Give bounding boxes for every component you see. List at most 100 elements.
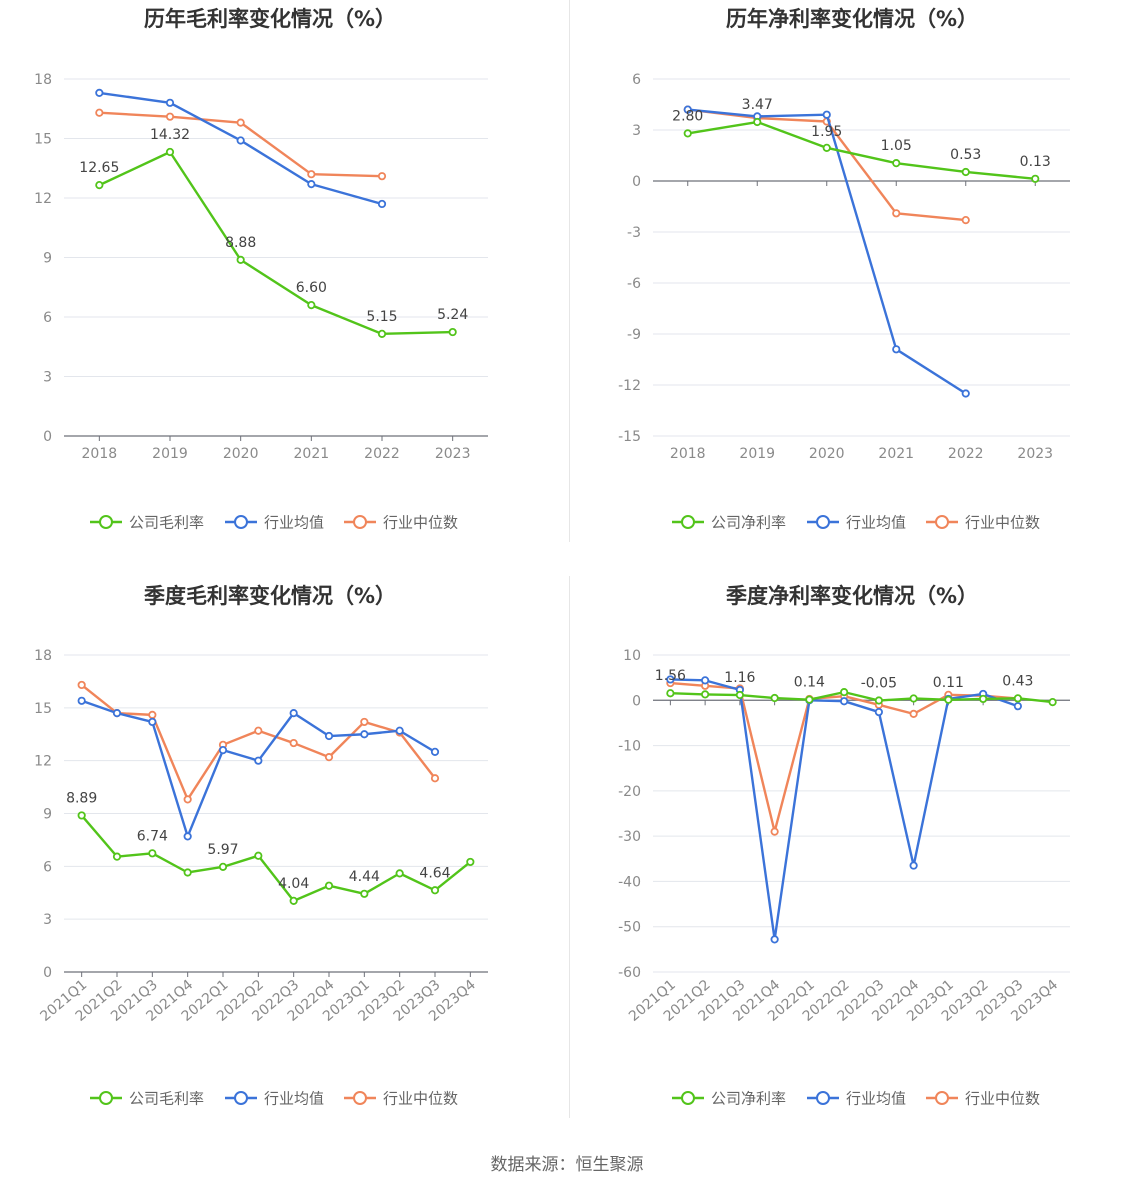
legend-item-company[interactable]: 公司毛利率 bbox=[90, 1090, 204, 1108]
data-point-company bbox=[979, 694, 988, 704]
data-point-industry-avg bbox=[1013, 702, 1022, 711]
y-tick-label: 3 bbox=[632, 123, 641, 139]
data-point-industry-avg bbox=[683, 105, 692, 114]
data-label: 12.65 bbox=[79, 160, 119, 176]
data-point-company bbox=[430, 886, 440, 895]
series-line-industry-avg bbox=[670, 678, 1019, 941]
legend-item-industry-median[interactable]: 行业中位数 bbox=[344, 1090, 458, 1108]
legend-item-industry-median[interactable]: 行业中位数 bbox=[926, 514, 1040, 532]
data-point-industry-median bbox=[183, 795, 192, 804]
data-point-industry-avg bbox=[77, 696, 86, 705]
circle-line-icon bbox=[816, 1091, 830, 1105]
legend-item-industry-avg[interactable]: 行业均值 bbox=[807, 514, 906, 532]
data-label: 5.24 bbox=[437, 307, 468, 323]
x-tick-label: 2021 bbox=[878, 446, 914, 462]
data-point-company bbox=[218, 862, 228, 871]
legend-item-industry-avg[interactable]: 行业均值 bbox=[225, 514, 324, 532]
y-tick-label: -50 bbox=[618, 920, 641, 936]
y-tick-label: 9 bbox=[43, 251, 52, 267]
legend-item-company[interactable]: 公司毛利率 bbox=[90, 514, 204, 532]
x-tick-label: 2020 bbox=[809, 446, 845, 462]
data-point-company bbox=[753, 117, 762, 127]
series-line-industry-avg bbox=[687, 108, 967, 395]
data-point-company bbox=[183, 868, 192, 877]
data-point-industry-median bbox=[909, 709, 918, 718]
y-tick-label: 15 bbox=[34, 701, 52, 717]
data-point-industry-avg bbox=[324, 731, 334, 741]
data-point-company bbox=[360, 889, 369, 898]
data-point-industry-avg bbox=[236, 136, 245, 145]
data-point-industry-avg bbox=[360, 730, 369, 739]
x-tick-label: 2019 bbox=[739, 446, 775, 462]
legend-item-company[interactable]: 公司净利率 bbox=[672, 1090, 786, 1108]
x-tick-label: 2018 bbox=[670, 446, 706, 462]
circle-line-icon bbox=[935, 1091, 949, 1105]
circle-line-icon bbox=[353, 1091, 367, 1105]
data-label: 6.74 bbox=[137, 828, 168, 844]
legend-label: 行业中位数 bbox=[383, 1090, 458, 1108]
data-point-company bbox=[254, 851, 263, 860]
data-label: 1.95 bbox=[811, 124, 842, 140]
data-point-industry-median bbox=[236, 118, 245, 127]
x-tick-label: 2018 bbox=[82, 446, 118, 462]
data-point-company bbox=[961, 167, 970, 177]
y-tick-label: 6 bbox=[632, 72, 641, 88]
data-point-industry-median bbox=[307, 170, 316, 179]
legend-label: 公司净利率 bbox=[711, 1090, 786, 1108]
data-source-note: 数据来源：恒生聚源 bbox=[490, 1155, 644, 1175]
data-point-industry-avg bbox=[289, 709, 298, 718]
data-label: 0.11 bbox=[933, 675, 964, 691]
data-point-industry-avg bbox=[666, 675, 675, 684]
legend-item-industry-avg[interactable]: 行业均值 bbox=[225, 1090, 324, 1108]
y-tick-label: 12 bbox=[34, 191, 52, 207]
data-label: -0.05 bbox=[861, 676, 897, 692]
data-label: 0.13 bbox=[1020, 154, 1051, 170]
annual-gross-margin-chart: 历年毛利率变化情况（%） 0 3 6 9 12 15 18 2018 2019 2020 2021 20… bbox=[34, 7, 488, 532]
data-point-industry-avg bbox=[218, 746, 228, 755]
data-point-industry-avg bbox=[183, 832, 192, 841]
chart-title: 历年毛利率变化情况（%） bbox=[144, 7, 396, 31]
data-point-company bbox=[944, 695, 953, 704]
data-point-company bbox=[448, 327, 457, 337]
data-point-industry-median bbox=[770, 827, 779, 836]
data-point-company bbox=[683, 129, 692, 138]
circle-line-icon bbox=[681, 515, 695, 529]
series-line-company bbox=[98, 150, 453, 336]
x-tick-label: 2020 bbox=[223, 446, 259, 462]
data-label: 1.05 bbox=[881, 138, 912, 154]
y-tick-label: 3 bbox=[43, 370, 52, 386]
legend-item-industry-median[interactable]: 行业中位数 bbox=[926, 1090, 1040, 1108]
data-point-company bbox=[805, 695, 814, 704]
data-point-industry-avg bbox=[822, 110, 831, 119]
data-point-company bbox=[909, 694, 918, 703]
annual-net-margin-chart: 历年净利率变化情况（%） -15 -12 -9 -6 -3 0 3 6 2018 2019 2020 2… bbox=[618, 7, 1070, 532]
y-tick-label: -9 bbox=[627, 327, 641, 343]
y-tick-label: -30 bbox=[618, 829, 641, 845]
data-point-industry-median bbox=[95, 108, 104, 117]
data-point-industry-avg bbox=[909, 861, 918, 870]
data-point-industry-median bbox=[360, 717, 369, 727]
data-point-company bbox=[395, 869, 404, 878]
data-label: 4.44 bbox=[349, 869, 380, 885]
legend-item-industry-median[interactable]: 行业中位数 bbox=[344, 514, 458, 532]
legend-item-industry-avg[interactable]: 行业均值 bbox=[807, 1090, 906, 1108]
data-point-industry-median bbox=[77, 680, 86, 690]
data-point-industry-avg bbox=[840, 697, 849, 706]
data-point-company bbox=[466, 857, 475, 867]
series-line-industry-median bbox=[80, 684, 436, 801]
data-point-industry-avg bbox=[874, 707, 883, 717]
data-point-company bbox=[95, 181, 104, 190]
y-tick-label: -60 bbox=[618, 965, 641, 981]
x-tick-label: 2022 bbox=[948, 446, 984, 462]
series-line-industry-avg bbox=[81, 699, 436, 838]
x-tick-label: 2021 bbox=[294, 446, 330, 462]
series-line-company bbox=[687, 120, 1036, 180]
legend-item-company[interactable]: 公司净利率 bbox=[672, 514, 786, 532]
data-point-company bbox=[1013, 694, 1022, 703]
data-point-industry-avg bbox=[112, 709, 122, 718]
data-point-industry-avg bbox=[430, 747, 440, 756]
data-point-industry-avg bbox=[701, 676, 710, 685]
circle-line-icon bbox=[99, 515, 113, 529]
data-label: 8.89 bbox=[66, 790, 97, 806]
y-tick-label: -20 bbox=[618, 784, 641, 800]
